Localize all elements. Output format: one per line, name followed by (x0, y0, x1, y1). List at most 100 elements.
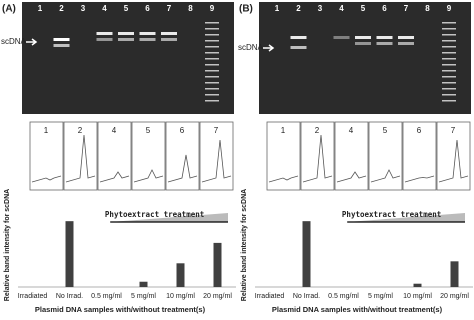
trace-box (300, 121, 335, 191)
band-arrow (26, 38, 38, 46)
bar (65, 221, 74, 287)
gel-band (161, 38, 177, 41)
trace-label: 2 (315, 126, 320, 135)
bar (176, 263, 185, 287)
x-tick-label: 0.5 mg/ml (328, 293, 359, 300)
lane-number: 9 (447, 4, 452, 13)
gel-image (259, 2, 471, 114)
lane-number: 1 (275, 4, 280, 13)
trace-box (165, 121, 200, 191)
gel-band (118, 32, 134, 35)
ladder-band (442, 88, 456, 90)
trace-box (97, 121, 132, 191)
ladder-band (205, 100, 219, 102)
bar (450, 261, 459, 287)
trace-label: 7 (214, 126, 219, 135)
annotation: Phytoextract treatment (105, 210, 204, 219)
trace-label: 1 (44, 126, 49, 135)
bar (213, 242, 222, 287)
lane-number: 2 (59, 4, 64, 13)
gel-band (139, 38, 156, 41)
lane-number: 7 (404, 4, 409, 13)
lane-number: 7 (167, 4, 172, 13)
ladder-band (205, 58, 219, 60)
lane-number: 3 (81, 4, 86, 13)
gel-band (376, 42, 393, 45)
lane-number: 3 (318, 4, 323, 13)
trace-box (436, 121, 471, 191)
gel-band (96, 38, 113, 41)
trace-box (402, 121, 437, 191)
trace (133, 169, 164, 183)
bar (302, 221, 311, 287)
trace-label: 2 (78, 126, 83, 135)
x-tick-label: Irradiated (255, 293, 285, 300)
ladder-band (442, 64, 456, 66)
ladder-band (442, 34, 456, 36)
ladder-band (442, 22, 456, 24)
ladder-band (442, 28, 456, 30)
ladder-band (442, 40, 456, 42)
lane-number: 8 (188, 4, 193, 13)
ladder-band (442, 46, 456, 48)
x-tick-label: 5 mg/ml (131, 293, 156, 300)
trace-box (368, 121, 403, 191)
x-tick-label: Irradiated (18, 293, 48, 300)
ladder-band (442, 94, 456, 96)
lane-number: 5 (361, 4, 366, 13)
bar (139, 281, 148, 287)
lane-number: 1 (38, 4, 43, 13)
trace-label: 5 (146, 126, 151, 135)
trace (438, 139, 469, 183)
lane-number: 4 (339, 4, 344, 13)
gel-band (355, 42, 371, 45)
x-tick-label: No Irrad. (293, 293, 320, 300)
bar (413, 283, 422, 287)
ladder-band (205, 76, 219, 78)
gel-band (376, 36, 393, 39)
trace-label: 1 (281, 126, 286, 135)
ladder-band (442, 100, 456, 102)
lane-number: 6 (145, 4, 150, 13)
x-axis-label: Plasmid DNA samples with/without treatme… (272, 305, 443, 314)
gel-band (333, 36, 350, 39)
ladder-band (205, 52, 219, 54)
trace (268, 175, 299, 183)
gradient-wedge (347, 213, 465, 222)
ladder-band (205, 22, 219, 24)
panel-label: (B) (239, 4, 253, 15)
gel-band (290, 36, 307, 39)
trace (65, 134, 96, 183)
x-tick-label: 10 mg/ml (403, 293, 432, 300)
gel-image (22, 2, 234, 114)
panel-label: (A) (2, 4, 16, 15)
gel-band (398, 36, 414, 39)
ladder-band (205, 70, 219, 72)
lane-number: 8 (425, 4, 430, 13)
x-tick-label: 20 mg/ml (203, 293, 232, 300)
ladder-band (205, 40, 219, 42)
ladder-band (205, 94, 219, 96)
ladder-band (205, 88, 219, 90)
x-tick-label: No Irrad. (56, 293, 83, 300)
trace-label: 6 (417, 126, 422, 135)
trace-label: 4 (112, 126, 117, 135)
y-axis-label: Relative band intensity for scDNA (241, 189, 248, 301)
trace-label: 4 (349, 126, 354, 135)
gel-band (118, 38, 134, 41)
trace (167, 154, 198, 183)
lane-number: 9 (210, 4, 215, 13)
gradient-wedge (110, 213, 228, 222)
ladder-band (442, 58, 456, 60)
trace-label: 6 (180, 126, 185, 135)
ladder-band (442, 52, 456, 54)
x-tick-label: 20 mg/ml (440, 293, 469, 300)
band-label: scDNA (1, 37, 27, 46)
y-axis-label: Relative band intensity for scDNA (4, 189, 11, 301)
gel-band (96, 32, 113, 35)
trace (302, 134, 333, 183)
ladder-band (205, 28, 219, 30)
ladder-band (442, 70, 456, 72)
x-tick-label: 10 mg/ml (166, 293, 195, 300)
gel-band (53, 38, 70, 41)
